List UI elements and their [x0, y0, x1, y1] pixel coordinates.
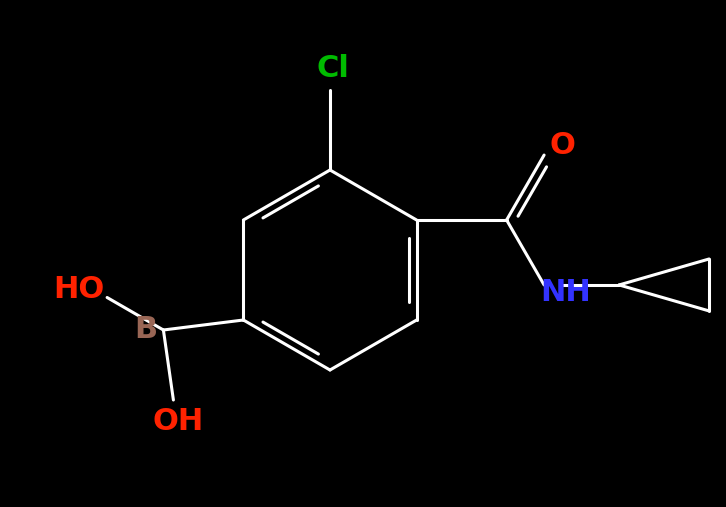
Text: NH: NH [541, 278, 592, 307]
Text: Cl: Cl [317, 54, 349, 83]
Text: B: B [134, 315, 157, 344]
Text: O: O [549, 130, 575, 160]
Text: OH: OH [152, 408, 204, 437]
Text: HO: HO [54, 275, 105, 304]
